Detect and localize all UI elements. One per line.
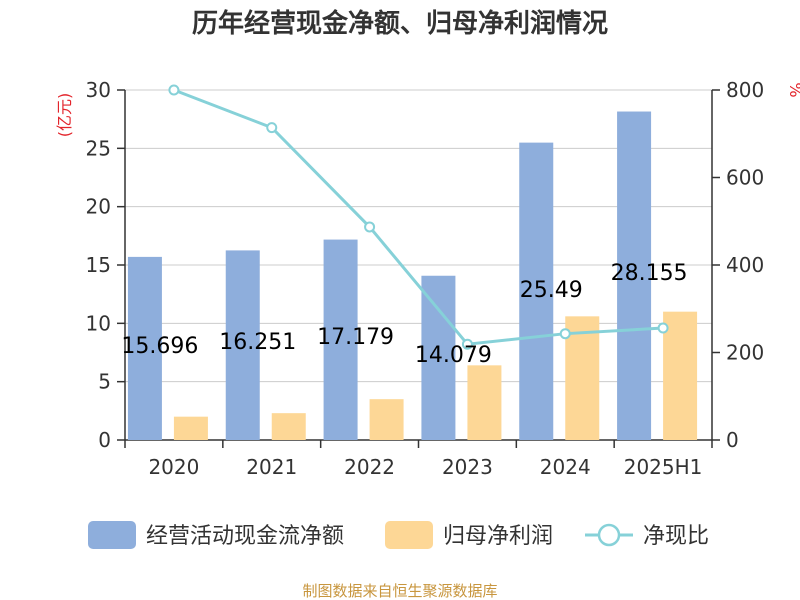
ratio-point <box>364 221 376 233</box>
data-label: 25.49 <box>520 278 583 303</box>
x-tick-label: 2025H1 <box>624 455 703 479</box>
data-label: 16.251 <box>219 330 296 355</box>
legend-swatch-profit <box>385 521 433 549</box>
right-tick-label: 200 <box>726 341 764 365</box>
chart-title: 历年经营现金净额、归母净利润情况 <box>192 8 608 39</box>
legend-swatch-marker <box>597 523 621 547</box>
right-unit-label: % <box>786 82 800 97</box>
axes: 0 5 10 15 20 25 30 0 200 400 600 800 (亿元)% 2020 2021 20… <box>55 78 800 479</box>
bar-profit <box>565 316 600 440</box>
bar-profit <box>663 311 698 440</box>
ratio-point <box>168 84 180 96</box>
legend-label-profit: 归母净利润 <box>443 524 553 549</box>
bar-cash <box>421 275 456 440</box>
right-tick-label: 0 <box>726 428 739 452</box>
left-tick-label: 10 <box>86 311 111 335</box>
x-tick-label: 2020 <box>148 455 199 479</box>
bar-cash <box>617 111 652 441</box>
legend-swatch-cash <box>88 521 136 549</box>
left-tick-label: 25 <box>86 136 111 160</box>
left-tick-label: 5 <box>98 370 111 394</box>
left-tick-label: 30 <box>86 78 111 102</box>
left-tick-label: 20 <box>86 195 111 219</box>
bar-profit <box>369 399 404 440</box>
ratio-point <box>559 328 571 340</box>
bars <box>127 111 698 441</box>
x-tick-label: 2022 <box>344 455 395 479</box>
data-label: 17.179 <box>317 325 394 350</box>
bar-profit <box>467 365 502 440</box>
bar-cash <box>127 256 162 440</box>
ratio-line-path <box>173 88 664 346</box>
bar-profit <box>271 413 306 440</box>
source-note: 制图数据来自恒生聚源数据库 <box>302 582 497 600</box>
x-tick-label: 2024 <box>540 455 591 479</box>
left-tick-label: 0 <box>98 428 111 452</box>
x-tick-label: 2023 <box>442 455 493 479</box>
data-label: 15.696 <box>121 334 198 359</box>
ratio-point <box>266 122 278 134</box>
legend-label-cash: 经营活动现金流净额 <box>146 524 344 549</box>
bar-cash <box>225 250 260 440</box>
ratio-point <box>461 338 473 350</box>
ratio-line <box>168 84 669 350</box>
x-tick-label: 2021 <box>246 455 297 479</box>
legend-label-ratio: 净现比 <box>643 524 709 549</box>
ratio-point <box>657 322 669 334</box>
bar-profit <box>173 416 208 440</box>
bar-cash <box>519 142 554 440</box>
left-unit-label: (亿元) <box>55 93 74 138</box>
grid-lines <box>125 89 712 383</box>
left-tick-label: 15 <box>86 253 111 277</box>
right-tick-label: 400 <box>726 253 764 277</box>
data-label: 28.155 <box>611 261 688 286</box>
bar-cash <box>323 239 358 440</box>
legend: 经营活动现金流净额 归母净利润 净现比 <box>88 521 709 549</box>
right-tick-label: 600 <box>726 166 764 190</box>
data-label: 14.079 <box>415 343 492 368</box>
data-labels: 15.696 16.251 17.179 14.079 25.49 28.155 <box>121 261 687 368</box>
right-tick-label: 800 <box>726 78 764 102</box>
